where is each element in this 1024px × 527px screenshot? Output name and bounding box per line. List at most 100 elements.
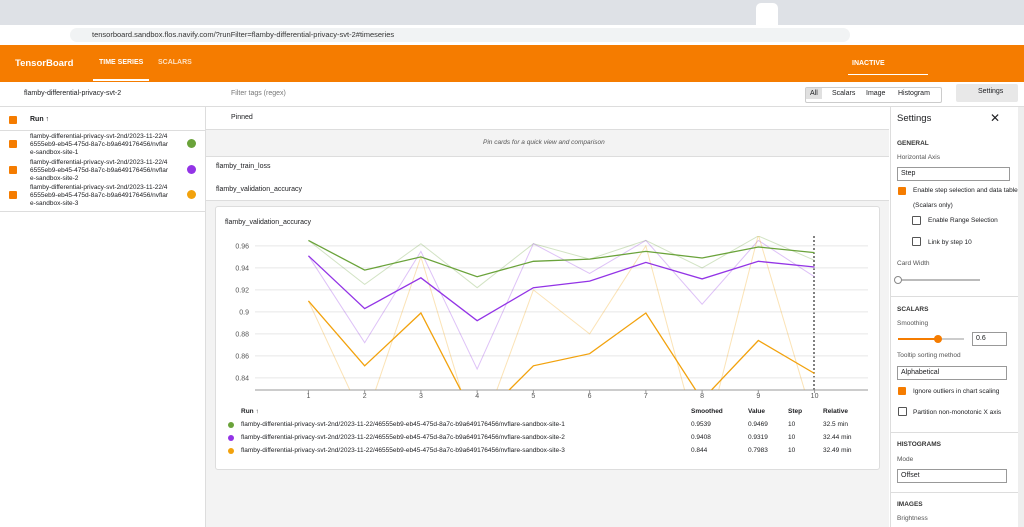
section: HISTOGRAMS [897,441,941,448]
slider-thumb[interactable] [934,335,942,343]
smoothed-cell: 0.844 [691,447,708,454]
run-name: flamby-differential-privacy-svt-2nd/2023… [241,434,565,441]
smoothed-cell: 0.9408 [691,434,711,441]
card-title: flamby_validation_accuracy [225,219,311,226]
checkbox[interactable] [898,387,906,395]
checkbox[interactable] [9,140,17,148]
divider [890,492,1018,493]
slider-thumb[interactable] [894,276,902,284]
run-name: flamby-differential-privacy-svt-2nd/2023… [30,184,169,207]
filter-input[interactable]: Filter tags (regex) [231,90,286,97]
label: Card Width [897,260,930,267]
step-cell: 10 [788,447,796,454]
label: (Scalars only) [913,202,953,209]
filter-all[interactable]: All [806,88,822,99]
run-search[interactable]: flamby-differential-privacy-svt-2 [24,90,122,97]
runs-border [0,130,205,212]
label: Mode [897,456,914,463]
filter-scalars[interactable]: Scalars [832,90,856,97]
app-title: TensorBoard [15,58,74,69]
relative-cell: 32.49 min [823,447,852,454]
label: Brightness [897,515,928,522]
run-name: flamby-differential-privacy-svt-2nd/2023… [30,133,169,156]
table-header: Step [788,408,803,415]
settings-title: Settings [897,113,932,124]
label: Enable Range Selection [928,217,998,224]
value-cell: 0.9319 [748,434,768,441]
checkbox[interactable] [898,407,907,416]
checkbox[interactable] [9,191,17,199]
axis-select[interactable]: Step [897,167,1010,181]
legend-dot [228,448,234,454]
label: Ignore outliers in chart scaling [913,388,1000,395]
runs-panel [0,107,206,527]
checkbox[interactable] [9,165,17,174]
sort-select[interactable]: Alphabetical [897,366,1007,380]
legend-dot [228,435,234,441]
run-color[interactable] [187,190,196,199]
settings-button[interactable]: Settings [956,84,1018,102]
pinned-row [206,107,889,130]
active-tab[interactable] [756,3,778,25]
app-header [0,45,1024,82]
label: Enable step selection and data table [913,187,1018,194]
close[interactable]: ✕ [990,111,1001,125]
filter-buttons [805,87,942,103]
group-row[interactable] [206,156,889,180]
label: Partition non-monotonic X axis [913,409,1002,416]
run-column[interactable]: Run ↑ [30,116,50,123]
section: IMAGES [897,501,923,508]
table-header: Smoothed [691,408,723,415]
nav-tab[interactable]: SCALARS [158,59,192,66]
table-header: Value [748,408,765,415]
section: SCALARS [897,306,929,313]
nav-tab[interactable]: TIME SERIES [99,59,144,66]
scrollbar [1018,107,1024,527]
relative-cell: 32.5 min [823,421,848,428]
label: Tooltip sorting method [897,352,961,359]
divider [890,432,1018,433]
settings-panel [890,107,1019,527]
smoothing-input[interactable]: 0.6 [972,332,1007,346]
slider-fill [898,338,938,340]
checkbox[interactable] [912,216,921,225]
run-color[interactable] [187,164,196,174]
nav-tab-underline [93,79,149,81]
search-row [0,82,1024,107]
tab-strip [0,0,1024,25]
run-name: flamby-differential-privacy-svt-2nd/2023… [241,421,565,428]
run-color[interactable] [187,139,196,148]
filter-histogram[interactable]: Histogram [898,90,930,97]
run-name: flamby-differential-privacy-svt-2nd/2023… [30,158,169,182]
group-title[interactable]: flamby_validation_accuracy [216,186,302,193]
smoothed-cell: 0.9539 [691,421,711,428]
pinned-hint: Pin cards for a quick view and compariso… [483,139,605,146]
label: Link by step 10 [928,239,972,246]
step-cell: 10 [788,434,796,441]
group-title[interactable]: flamby_train_loss [216,163,271,170]
checkbox[interactable] [912,237,921,246]
checkbox[interactable] [898,187,906,195]
relative-cell: 32.44 min [823,434,852,441]
table-header: Relative [823,408,848,415]
group-row[interactable] [206,179,889,201]
value-cell: 0.7983 [748,447,768,454]
select-all[interactable] [9,116,17,124]
section: GENERAL [897,140,929,147]
table-header: Run ↑ [241,408,259,415]
url: tensorboard.sandbox.flos.navify.com/?run… [92,30,395,39]
value-cell: 0.9469 [748,421,768,428]
filter-image[interactable]: Image [866,90,886,97]
status[interactable]: INACTIVE [852,60,885,67]
slider-track[interactable] [898,279,980,281]
run-name: flamby-differential-privacy-svt-2nd/2023… [241,447,565,454]
step-cell: 10 [788,421,796,428]
address-field[interactable] [70,28,850,42]
legend-dot [228,422,234,428]
status-underline [848,74,928,75]
pinned-title: Pinned [231,114,253,121]
label: Smoothing [897,320,929,327]
mode-select[interactable]: Offset [897,469,1007,483]
chart-card [215,206,880,470]
